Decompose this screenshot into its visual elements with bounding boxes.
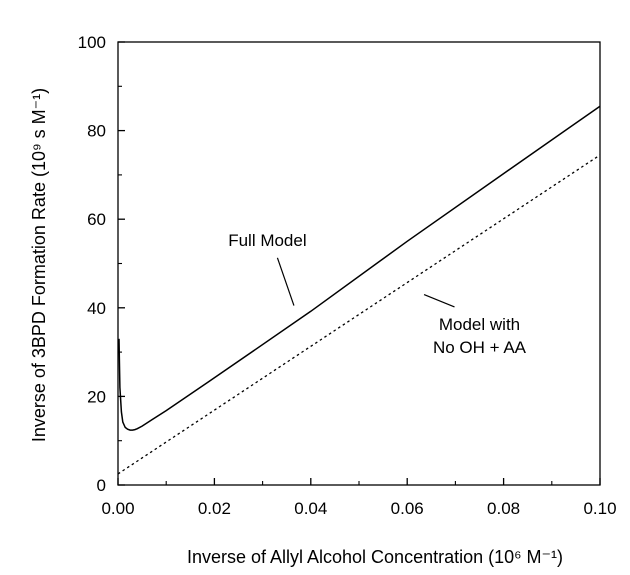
x-tick-label: 0.06 (391, 499, 424, 518)
y-tick-label: 80 (87, 122, 106, 141)
annotation-label: Full Model (228, 231, 306, 250)
axis-ticks (117, 41, 601, 486)
plot-area-frame (117, 41, 601, 486)
x-tick-label: 0.08 (487, 499, 520, 518)
x-tick-label: 0.02 (198, 499, 231, 518)
series-line-2 (117, 154, 601, 475)
y-tick-label: 60 (87, 210, 106, 229)
x-tick-labels: 0.00 0.02 0.04 0.06 0.08 0.10 (101, 499, 616, 518)
x-axis-title: Inverse of Allyl Alcohol Concentration (… (187, 547, 563, 567)
y-tick-label: 100 (78, 33, 106, 52)
y-tick-label: 0 (97, 476, 106, 495)
annotation-label: Model with (439, 315, 520, 334)
x-tick-label: 0.00 (101, 499, 134, 518)
x-tick-label: 0.10 (583, 499, 616, 518)
series-lines (117, 105, 601, 475)
x-tick-label: 0.04 (294, 499, 327, 518)
annotations: Full Model Model with No OH + AA (228, 231, 526, 357)
y-axis-title: Inverse of 3BPD Formation Rate (10⁹ s M⁻… (29, 88, 49, 442)
annotation-leader-line (423, 293, 455, 308)
y-tick-label: 20 (87, 387, 106, 406)
series-line-1 (118, 105, 601, 431)
y-tick-label: 40 (87, 299, 106, 318)
y-tick-labels: 0 20 40 60 80 100 (78, 33, 106, 495)
annotation-label: No OH + AA (433, 338, 527, 357)
annotation-leader-line (276, 257, 295, 306)
